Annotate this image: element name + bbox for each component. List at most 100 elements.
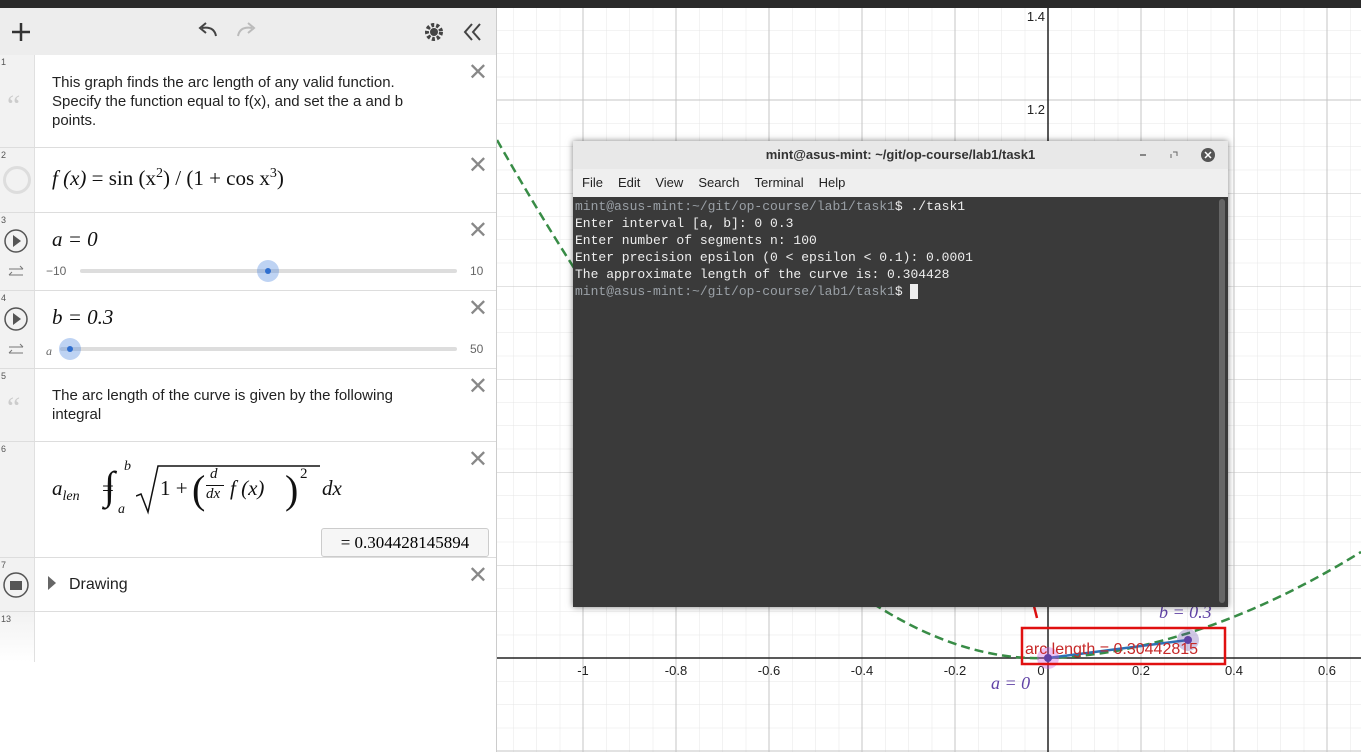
formula: f (x) = sin (x2) / (1 + cos x3) (52, 166, 284, 191)
folder-name: Drawing (69, 576, 128, 593)
top-bar (0, 0, 1361, 8)
expression-panel: 1 “ This graph finds the arc length of an… (0, 8, 497, 752)
slider-max: 50 (470, 342, 484, 356)
paren: ( (192, 467, 206, 512)
menu-item[interactable]: File (582, 175, 603, 190)
delete[interactable]: ✕ (467, 59, 488, 86)
formula: alen = ∫ b a 1 + ( d dx f (x) ) 2 dx (52, 459, 352, 532)
row-number: 3 (1, 215, 7, 225)
x-tick-label: 0.4 (1225, 663, 1243, 678)
delete[interactable]: ✕ (467, 152, 488, 179)
inner: 1 + (160, 476, 188, 500)
row-number: 13 (1, 614, 12, 624)
terminal-window[interactable]: mint@asus-mint: ~/git/op-course/lab1/tas… (573, 141, 1228, 607)
redo[interactable] (237, 22, 256, 37)
delete[interactable]: ✕ (467, 295, 488, 322)
point-a[interactable] (1044, 654, 1052, 662)
lower: a (118, 502, 125, 517)
output-line: The approximate length of the curve is: … (575, 267, 950, 282)
collapse[interactable] (463, 23, 481, 41)
expression-row[interactable]: 1 “ This graph finds the arc length of an… (0, 55, 496, 148)
x-tick-label: -0.6 (758, 663, 780, 678)
expression-row[interactable]: 2 f (x) = sin (x2) / (1 + cos x3) ✕ (0, 148, 496, 213)
expression-row[interactable]: 13 (0, 612, 496, 662)
output-line: Enter number of segments n: 100 (575, 233, 817, 248)
num: d (210, 466, 218, 482)
rhs-part: ) (276, 166, 284, 190)
annotation-box (1020, 626, 1227, 666)
slider-min: a (46, 344, 52, 358)
power: 2 (300, 466, 308, 482)
x-tick-label: -0.8 (665, 663, 687, 678)
expression-row[interactable]: 5 “ The arc length of the curve is given … (0, 369, 496, 442)
row-number: 2 (1, 150, 7, 160)
x-tick-label: -1 (577, 663, 589, 678)
slider-max: 10 (470, 264, 484, 278)
add-button[interactable] (12, 23, 30, 41)
slider-handle[interactable] (257, 260, 279, 282)
delete[interactable]: ✕ (467, 217, 488, 244)
eq: = (102, 476, 114, 500)
rhs-part: ) / (1 + cos x (163, 166, 270, 190)
lhs-sub: len (62, 489, 80, 505)
row-number: 6 (1, 444, 7, 454)
x-tick-label: 0.6 (1318, 663, 1336, 678)
row-number: 7 (1, 560, 7, 570)
menu-item[interactable]: Terminal (754, 175, 804, 190)
integral-sign: ∫ (104, 463, 115, 508)
delete[interactable]: ✕ (467, 373, 488, 400)
rhs-part: sin (x (108, 166, 156, 190)
scrollbar (1219, 199, 1225, 603)
output-line: Enter precision epsilon (0 < epsilon < 0… (575, 250, 973, 265)
y-tick-label: 1.2 (1027, 102, 1045, 117)
expression-row[interactable]: 3 a = 0 −10 10 ✕ (0, 213, 496, 291)
terminal-title: mint@asus-mint: ~/git/op-course/lab1/tas… (573, 141, 1228, 169)
terminal-output: mint@asus-mint:~/git/op-course/lab1/task… (575, 198, 973, 300)
menu-item[interactable]: Edit (617, 175, 641, 190)
annotation: arc length = 0.30442815 (1025, 641, 1198, 658)
slider-min: −10 (46, 264, 67, 278)
row-number: 5 (1, 371, 7, 381)
window-controls (1140, 148, 1215, 162)
row-number: 4 (1, 293, 7, 303)
lhs: f (x) (52, 166, 87, 190)
prompt: mint@asus-mint:~/git/op-course/lab1/task… (575, 284, 895, 299)
prompt: mint@asus-mint:~/git/op-course/lab1/task… (575, 199, 895, 214)
output-line: Enter interval [a, b]: 0 0.3 (575, 216, 794, 231)
x-tick-label: 0 (1037, 663, 1044, 678)
func: f (x) (230, 476, 265, 500)
settings[interactable] (425, 23, 443, 41)
label: a = 0 (52, 227, 98, 251)
menu-item[interactable]: Search (698, 175, 740, 190)
command: $ (894, 284, 911, 299)
undo[interactable] (198, 22, 217, 37)
expression-row[interactable]: 7 Drawing ✕ (0, 558, 496, 612)
menu-item[interactable]: View (655, 175, 684, 190)
close-x (1204, 151, 1212, 159)
terminal-menu: File Edit View Search Terminal Help (573, 169, 1228, 197)
lhs: a (52, 476, 63, 500)
paren: ) (285, 467, 299, 512)
delete[interactable]: ✕ (467, 446, 488, 473)
point-a-label: a = 0 (991, 673, 1030, 693)
label: b = 0.3 (52, 305, 114, 329)
expression-row[interactable]: 4 b = 0.3 a 50 ✕ (0, 291, 496, 369)
result: = 0.304428145894 (321, 528, 489, 557)
slider-label: a = 0 (52, 227, 98, 252)
command: $ ./task1 (894, 199, 966, 214)
point-b[interactable] (1184, 636, 1192, 644)
arc-segment (1047, 638, 1189, 660)
slider-label: b = 0.3 (52, 305, 113, 330)
slider-handle[interactable] (59, 338, 81, 360)
upper: b (124, 459, 131, 474)
expression-row[interactable]: 6 alen = ∫ b a 1 + ( d dx f (x) ) 2 dx =… (0, 442, 496, 558)
delete[interactable]: ✕ (467, 562, 488, 589)
maximize[interactable] (1170, 151, 1178, 158)
eq: = (91, 166, 104, 190)
settings-core (430, 28, 438, 36)
x-tick-label: 0.2 (1132, 663, 1150, 678)
x-tick-label: -0.4 (851, 663, 873, 678)
menu-item[interactable]: Help (818, 175, 846, 190)
x-tick-label: -0.2 (944, 663, 966, 678)
